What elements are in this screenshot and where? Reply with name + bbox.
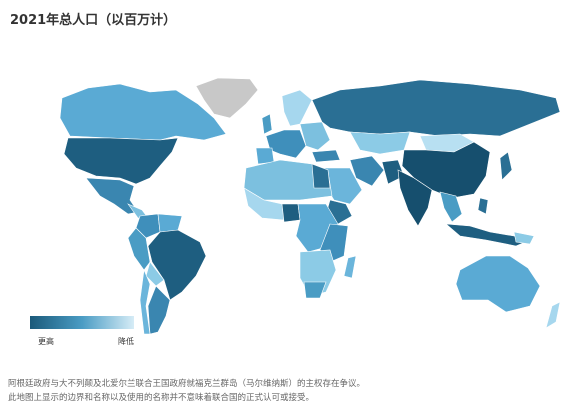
east-europe <box>299 121 331 151</box>
brazil <box>147 229 207 301</box>
legend-high: 更高 <box>38 337 54 346</box>
footnote: 此地图上显示的边界和名称以及使用的名称并不意味着联合国的正式认可或接受。 <box>8 393 315 403</box>
madagascar <box>343 255 357 279</box>
south-africa <box>303 281 327 299</box>
nigeria <box>281 203 301 223</box>
russia <box>311 79 561 137</box>
iran <box>349 155 385 187</box>
australia <box>455 255 541 313</box>
greenland <box>195 77 259 119</box>
venezuela <box>157 213 183 233</box>
footnote: 阿根廷政府与大不列颠及北爱尔兰联合王国政府就福克兰群岛（马尔维纳斯）的主权存在争… <box>8 379 366 389</box>
turkey <box>311 149 341 163</box>
argentina <box>147 285 171 335</box>
legend-gradient <box>30 316 134 329</box>
indochina <box>439 191 463 223</box>
egypt <box>311 163 331 189</box>
japan <box>499 151 513 181</box>
china <box>401 141 491 199</box>
mexico <box>85 177 139 215</box>
scandinavia <box>281 89 313 127</box>
countries <box>59 77 561 335</box>
india <box>397 169 433 227</box>
new-zealand <box>545 301 561 329</box>
title: 2021年总人口（以百万计） <box>10 13 177 28</box>
chile <box>139 268 151 335</box>
kazakhstan <box>349 131 411 155</box>
legend-low: 降低 <box>118 337 134 346</box>
canada <box>59 83 227 141</box>
png <box>513 231 535 245</box>
usa <box>63 137 179 185</box>
uk <box>261 113 273 135</box>
iberia <box>255 147 275 165</box>
colombia <box>135 213 161 239</box>
philippines <box>477 197 489 215</box>
